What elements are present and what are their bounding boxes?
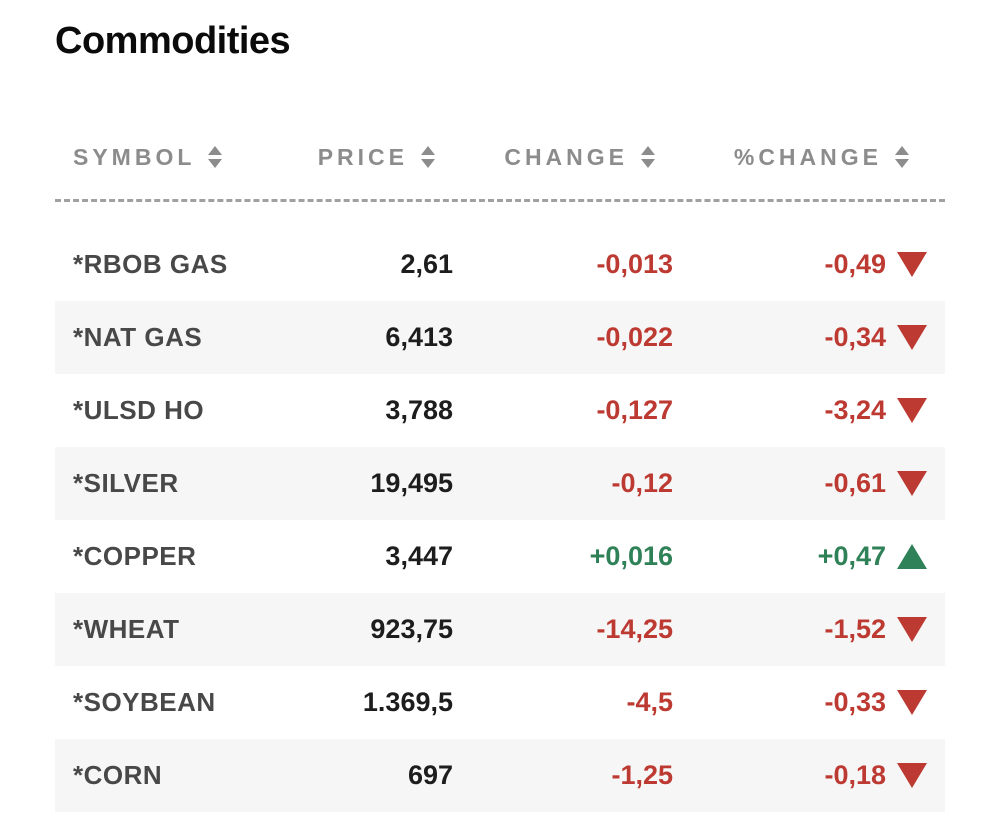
sort-arrows-icon bbox=[641, 146, 655, 168]
symbol-cell: *COPPER bbox=[73, 541, 197, 571]
change-cell: -0,12 bbox=[611, 468, 673, 498]
column-header-price[interactable]: PRICE bbox=[298, 144, 453, 171]
sort-arrows-icon bbox=[421, 146, 435, 168]
change-cell: -14,25 bbox=[596, 614, 673, 644]
table-row-soybean[interactable]: *SOYBEAN 1.369,5 -4,5 -0,33 bbox=[55, 666, 945, 739]
pct-change-value: +0,47 bbox=[817, 541, 886, 571]
pct-change-cell: -0,33 bbox=[673, 687, 927, 718]
trend-down-icon bbox=[897, 325, 927, 350]
price-cell: 19,495 bbox=[370, 468, 453, 498]
change-cell: -0,127 bbox=[596, 395, 673, 425]
pct-change-value: -0,33 bbox=[824, 687, 886, 717]
column-header-symbol[interactable]: SYMBOL bbox=[73, 144, 298, 171]
pct-change-cell: -0,18 bbox=[673, 760, 927, 791]
sort-arrows-icon bbox=[895, 146, 909, 168]
pct-change-value: -0,61 bbox=[824, 468, 886, 498]
table-row-nat-gas[interactable]: *NAT GAS 6,413 -0,022 -0,34 bbox=[55, 301, 945, 374]
trend-down-icon bbox=[897, 617, 927, 642]
trend-down-icon bbox=[897, 398, 927, 423]
price-cell: 923,75 bbox=[370, 614, 453, 644]
pct-change-value: -0,49 bbox=[824, 249, 886, 279]
table-row-rbob-gas[interactable]: *RBOB GAS 2,61 -0,013 -0,49 bbox=[55, 228, 945, 301]
column-header-pct-change[interactable]: %CHANGE bbox=[673, 144, 927, 171]
trend-down-icon bbox=[897, 252, 927, 277]
trend-down-icon bbox=[897, 690, 927, 715]
price-cell: 3,788 bbox=[385, 395, 453, 425]
symbol-cell: *SILVER bbox=[73, 468, 179, 498]
symbol-cell: *NAT GAS bbox=[73, 322, 203, 352]
trend-down-icon bbox=[897, 763, 927, 788]
symbol-cell: *SOYBEAN bbox=[73, 687, 216, 717]
table-row-corn[interactable]: *CORN 697 -1,25 -0,18 bbox=[55, 739, 945, 812]
page-title: Commodities bbox=[55, 20, 291, 62]
pct-change-cell: -0,61 bbox=[673, 468, 927, 499]
table-row-ulsd-ho[interactable]: *ULSD HO 3,788 -0,127 -3,24 bbox=[55, 374, 945, 447]
change-cell: -0,013 bbox=[596, 249, 673, 279]
pct-change-cell: +0,47 bbox=[673, 541, 927, 572]
symbol-cell: *RBOB GAS bbox=[73, 249, 228, 279]
table-row-copper[interactable]: *COPPER 3,447 +0,016 +0,47 bbox=[55, 520, 945, 593]
column-header-pct-change-label: %CHANGE bbox=[733, 143, 882, 170]
pct-change-value: -1,52 bbox=[824, 614, 886, 644]
price-cell: 3,447 bbox=[385, 541, 453, 571]
price-cell: 697 bbox=[407, 760, 453, 790]
table-body: *RBOB GAS 2,61 -0,013 -0,49 *NAT GAS 6,4… bbox=[55, 228, 945, 812]
change-cell: -1,25 bbox=[611, 760, 673, 790]
pct-change-value: -0,18 bbox=[824, 760, 886, 790]
table-row-wheat[interactable]: *WHEAT 923,75 -14,25 -1,52 bbox=[55, 593, 945, 666]
table-row-silver[interactable]: *SILVER 19,495 -0,12 -0,61 bbox=[55, 447, 945, 520]
header-divider bbox=[55, 199, 945, 202]
pct-change-cell: -0,49 bbox=[673, 249, 927, 280]
pct-change-value: -0,34 bbox=[824, 322, 886, 352]
change-cell: +0,016 bbox=[589, 541, 673, 571]
column-header-change[interactable]: CHANGE bbox=[453, 144, 673, 171]
trend-up-icon bbox=[897, 544, 927, 569]
column-header-change-label: CHANGE bbox=[504, 143, 628, 170]
pct-change-cell: -0,34 bbox=[673, 322, 927, 353]
column-header-price-label: PRICE bbox=[317, 143, 408, 170]
trend-down-icon bbox=[897, 471, 927, 496]
symbol-cell: *WHEAT bbox=[73, 614, 180, 644]
change-cell: -4,5 bbox=[626, 687, 673, 717]
pct-change-cell: -1,52 bbox=[673, 614, 927, 645]
sort-arrows-icon bbox=[208, 146, 223, 168]
change-cell: -0,022 bbox=[596, 322, 673, 352]
price-cell: 6,413 bbox=[385, 322, 453, 352]
column-header-symbol-label: SYMBOL bbox=[73, 143, 196, 170]
pct-change-cell: -3,24 bbox=[673, 395, 927, 426]
symbol-cell: *ULSD HO bbox=[73, 395, 205, 425]
pct-change-value: -3,24 bbox=[824, 395, 886, 425]
symbol-cell: *CORN bbox=[73, 760, 163, 790]
table-header-row: SYMBOL PRICE CHANGE %CHANGE bbox=[55, 136, 945, 178]
price-cell: 2,61 bbox=[400, 249, 453, 279]
price-cell: 1.369,5 bbox=[362, 687, 453, 717]
